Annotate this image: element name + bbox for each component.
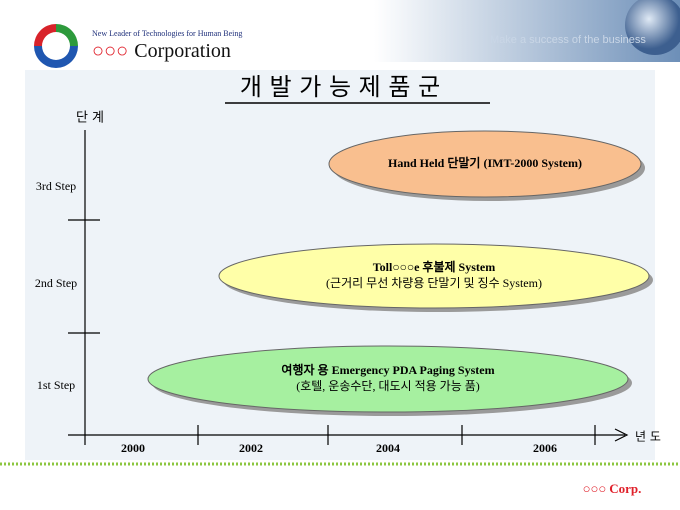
footer-mark: ○○○ <box>583 481 607 496</box>
product-ellipse <box>218 243 650 309</box>
product-text: (근거리 무선 차량용 단말기 및 징수 System) <box>326 276 542 290</box>
company-mark: ○○○ <box>92 40 128 62</box>
watermark: Make a success of the business <box>490 34 646 46</box>
product-ellipse <box>328 130 642 198</box>
x-axis-label: 년 도 <box>635 430 661 444</box>
axes <box>68 130 629 445</box>
year-label: 2004 <box>376 441 400 455</box>
year-label: 2006 <box>533 441 557 455</box>
company-name: Corporation <box>134 40 231 62</box>
logo <box>34 24 78 68</box>
product-text: Toll○○○e 후불제 System <box>373 259 495 274</box>
product-text: (호텔, 운송수단, 대도시 적용 가능 품) <box>296 379 480 393</box>
footer: ○○○ Corp. <box>583 481 642 496</box>
step-label: 3rd Step <box>36 179 76 193</box>
header-band <box>0 0 680 62</box>
tagline: New Leader of Technologies for Human Bei… <box>92 29 242 38</box>
year-label: 2002 <box>239 441 263 455</box>
footer-label: Corp. <box>609 481 641 496</box>
y-axis-label: 단 계 <box>76 111 104 126</box>
product-ellipse <box>147 345 629 413</box>
title: 개 발 가 능 제 품 군 <box>240 73 440 101</box>
product-text: 여행자 용 Emergency PDA Paging System <box>281 362 494 377</box>
product-text: Hand Held 단말기 (IMT-2000 System) <box>388 155 582 170</box>
company: ○○○ Corporation <box>92 40 231 62</box>
step-label: 2nd Step <box>35 276 77 290</box>
step-label: 1st Step <box>37 378 75 392</box>
year-label: 2000 <box>121 441 145 455</box>
globe <box>625 0 680 55</box>
